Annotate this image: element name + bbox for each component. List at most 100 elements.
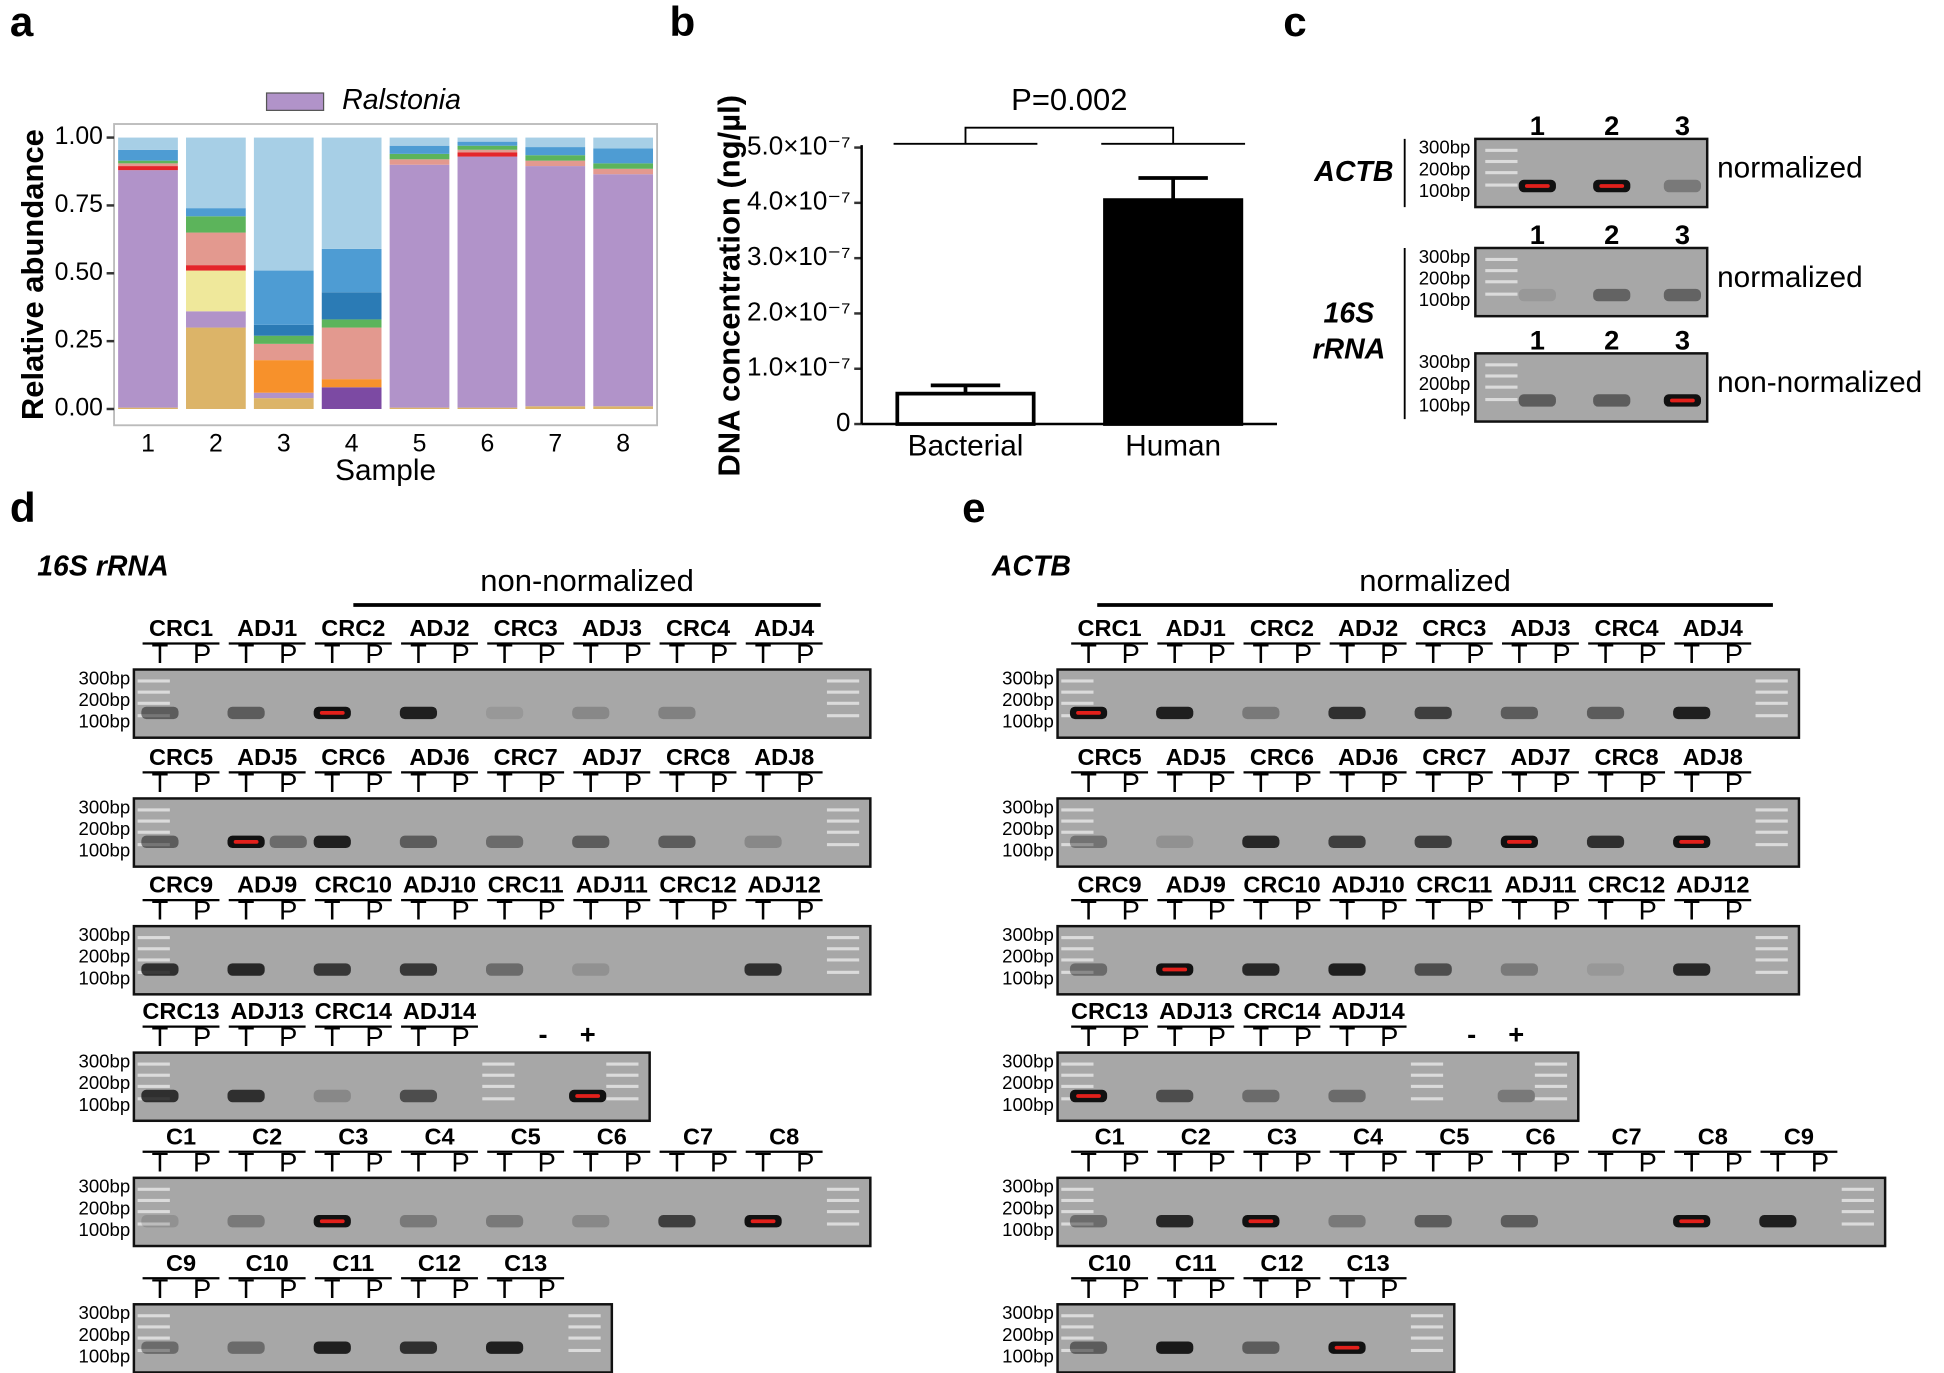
ladder-band [826,947,860,951]
ladder-band [137,808,170,812]
ladder-label: 200bp [1002,818,1054,839]
ladder-label: 100bp [1002,840,1054,861]
bar-segment [186,270,246,312]
gel-band [313,1089,351,1103]
x-tick-label: 8 [616,431,630,458]
ladder-band [482,1062,515,1066]
ladder-band [1755,970,1788,974]
gel [132,797,872,868]
group-label: CRC11 [488,872,564,898]
group-label: CRC8 [666,744,730,770]
bar-segment [118,407,178,409]
lane-label: T [1511,767,1528,798]
bar-segment [457,137,518,142]
ladder-band [606,1062,639,1066]
ladder-band [137,679,170,683]
group-label: CRC3 [494,615,558,641]
gel-band [1663,179,1701,193]
ladder-band [1485,385,1518,389]
ladder-label: 200bp [79,1324,131,1345]
gel-band [1242,963,1280,976]
lane-label: P [1380,1273,1398,1304]
ladder-band [1534,1062,1568,1066]
lane-label: T [152,1021,169,1052]
bar-segment [118,160,178,164]
gel-band-saturated [575,1094,601,1098]
lane-label: 1 [1530,110,1545,141]
ladder-band [1755,958,1788,962]
lane-label: P [710,638,728,669]
gel-band [572,835,610,849]
gel [1056,797,1801,868]
lane-label: P [1380,1021,1398,1052]
bar-segment [253,398,314,409]
ladder-band [1410,1097,1444,1101]
ladder-band [826,819,860,823]
lane-label: T [1511,895,1528,926]
gel-band [744,963,782,976]
ladder-band [1485,374,1518,378]
lane-label: T [1253,1273,1270,1304]
lane-label: T [410,1273,427,1304]
ladder-band [137,1084,170,1088]
lane-label: 3 [1675,110,1690,141]
bar-segment [321,319,382,328]
lane-label: T [1425,1146,1442,1177]
gel-band [1663,288,1701,302]
ladder-label: 300bp [79,924,131,945]
lane-label: T [1253,1021,1270,1052]
lane-label: P [1380,895,1398,926]
gel-band [1586,835,1625,849]
lane-label: P [279,895,297,926]
gel-band-saturated [319,1219,345,1224]
ladder-band [1061,1198,1094,1203]
ladder-label: 200bp [1002,1197,1054,1218]
group-label: CRC13 [1071,998,1148,1024]
gel-band [1500,963,1538,976]
ladder-label: 300bp [79,667,131,688]
lane-label: P [1122,1146,1140,1177]
panel-label: e [962,484,985,531]
gel-band [1242,706,1280,720]
ladder-band [1485,292,1518,296]
lane-label: P [451,638,469,669]
lane-label: P [1122,895,1140,926]
lane-label: P [624,895,642,926]
ladder-band [137,1348,170,1353]
lane-label: P [796,1146,814,1177]
bar-segment [321,327,382,380]
bar-segment [389,137,450,146]
gel-band-saturated [1162,967,1188,972]
bar-segment [593,174,654,407]
gel-band [227,963,265,976]
lane-label: T [324,1146,341,1177]
lane-label: T [1166,1021,1183,1052]
ladder-band [606,1073,639,1077]
ladder-band [826,970,860,974]
gel-band [227,706,265,720]
bar-segment [389,407,450,409]
lane-label: T [1339,1146,1356,1177]
bar-segment [593,137,654,149]
lane-label: T [1597,1146,1614,1177]
ladder-label: 300bp [1002,1302,1054,1323]
bar-segment [389,145,450,154]
ladder-label: 200bp [79,818,131,839]
y-tick-label: 4.0×10⁻⁷ [747,186,850,216]
gel-band [1586,706,1625,720]
gel-band-saturated [1248,1219,1274,1224]
lane-label: T [1080,1146,1097,1177]
ladder-band [137,1222,170,1226]
group-label: ADJ13 [231,998,304,1024]
lane-label: P [365,1021,383,1052]
bar-segment [186,327,246,409]
gel-band [141,706,179,720]
ladder-label: 200bp [1419,268,1471,289]
ladder-band [826,714,860,718]
ladder-band [826,830,860,834]
lane-label: P [624,638,642,669]
gel-band [313,1341,351,1354]
gel-band [1518,288,1556,302]
gel-band [1156,1215,1194,1228]
x-tick-label: 1 [141,431,155,458]
